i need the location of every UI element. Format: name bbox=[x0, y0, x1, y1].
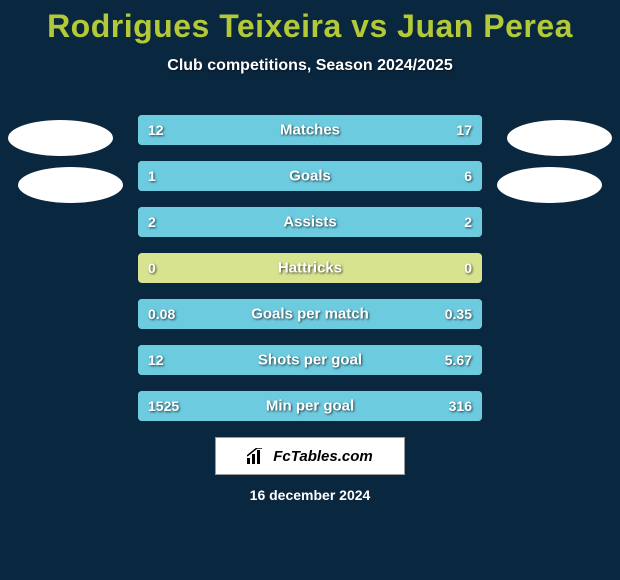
stat-label: Goals per match bbox=[251, 306, 369, 323]
stat-value-right: 0 bbox=[464, 260, 472, 276]
subtitle: Club competitions, Season 2024/2025 bbox=[0, 57, 620, 75]
stat-bar-left bbox=[138, 161, 186, 191]
stat-value-right: 2 bbox=[464, 214, 472, 230]
stat-label: Matches bbox=[280, 122, 340, 139]
stat-row: Matches 12 17 bbox=[138, 115, 482, 145]
comparison-card: Rodrigues Teixeira vs Juan Perea Club co… bbox=[0, 0, 620, 580]
vs-text: vs bbox=[351, 8, 388, 44]
stat-row: Hattricks 0 0 bbox=[138, 253, 482, 283]
stat-value-left: 2 bbox=[148, 214, 156, 230]
stat-bar-right bbox=[186, 161, 482, 191]
player2-avatar bbox=[507, 120, 612, 156]
player1-name: Rodrigues Teixeira bbox=[47, 8, 342, 44]
stat-value-right: 316 bbox=[449, 398, 472, 414]
stat-label: Assists bbox=[283, 214, 336, 231]
stat-label: Shots per goal bbox=[258, 352, 362, 369]
stat-value-left: 0 bbox=[148, 260, 156, 276]
stat-label: Goals bbox=[289, 168, 331, 185]
stat-row: Goals per match 0.08 0.35 bbox=[138, 299, 482, 329]
source-logo: FcTables.com bbox=[215, 437, 405, 475]
page-title: Rodrigues Teixeira vs Juan Perea bbox=[0, 8, 620, 45]
player1-club-badge bbox=[18, 167, 123, 203]
chart-area: Matches 12 17 Goals 1 6 Assists 2 2 Hattricks 0 0 Go… bbox=[0, 115, 620, 421]
stat-bars: Matches 12 17 Goals 1 6 Assists 2 2 Hattricks 0 0 Go… bbox=[138, 115, 482, 421]
stat-row: Min per goal 1525 316 bbox=[138, 391, 482, 421]
player2-club-badge bbox=[497, 167, 602, 203]
player2-name: Juan Perea bbox=[397, 8, 573, 44]
stat-row: Assists 2 2 bbox=[138, 207, 482, 237]
stat-value-left: 12 bbox=[148, 122, 164, 138]
chart-icon bbox=[247, 448, 267, 464]
stat-value-right: 5.67 bbox=[445, 352, 472, 368]
logo-text: FcTables.com bbox=[273, 448, 372, 465]
stat-value-left: 1525 bbox=[148, 398, 179, 414]
stat-value-right: 6 bbox=[464, 168, 472, 184]
stat-row: Goals 1 6 bbox=[138, 161, 482, 191]
stat-value-left: 0.08 bbox=[148, 306, 175, 322]
stat-value-right: 0.35 bbox=[445, 306, 472, 322]
stat-label: Hattricks bbox=[278, 260, 342, 277]
stat-value-left: 12 bbox=[148, 352, 164, 368]
stat-value-right: 17 bbox=[456, 122, 472, 138]
player1-avatar bbox=[8, 120, 113, 156]
stat-value-left: 1 bbox=[148, 168, 156, 184]
footer-date: 16 december 2024 bbox=[0, 487, 620, 503]
stat-row: Shots per goal 12 5.67 bbox=[138, 345, 482, 375]
stat-label: Min per goal bbox=[266, 398, 354, 415]
